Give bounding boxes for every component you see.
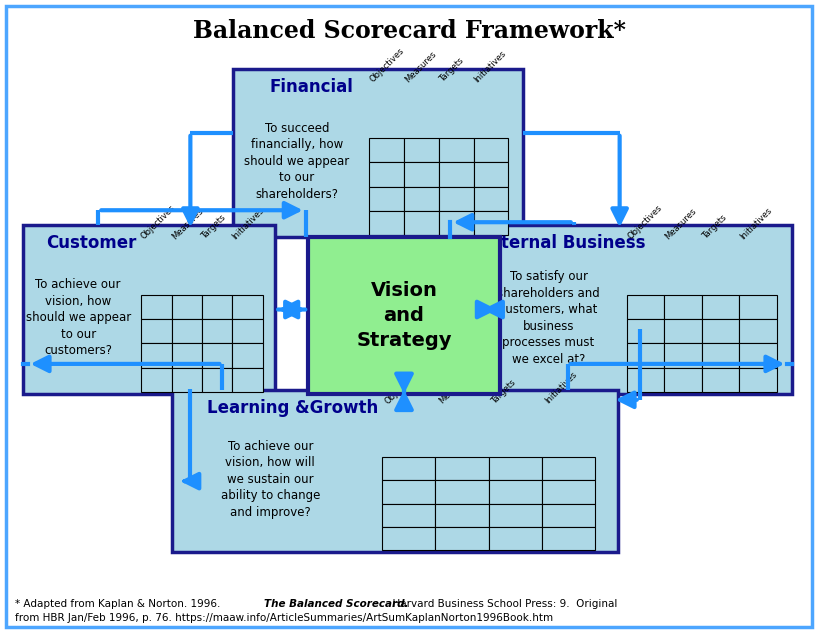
Bar <box>702 319 739 343</box>
Text: Targets: Targets <box>200 213 228 241</box>
Bar <box>474 211 508 235</box>
Text: Vision
and
Strategy: Vision and Strategy <box>357 281 452 350</box>
Bar <box>702 343 739 368</box>
Bar <box>627 295 664 319</box>
Text: Targets: Targets <box>438 56 465 84</box>
Text: Financial: Financial <box>269 77 353 96</box>
Bar <box>142 368 172 392</box>
Text: Objectives: Objectives <box>140 203 178 241</box>
Bar <box>435 457 488 480</box>
Bar <box>627 319 664 343</box>
Bar <box>474 187 508 211</box>
Bar <box>404 187 438 211</box>
Bar <box>382 457 435 480</box>
Bar <box>202 295 232 319</box>
Bar <box>370 211 404 235</box>
Text: Initiatives: Initiatives <box>544 370 579 406</box>
Bar <box>488 504 542 527</box>
Bar <box>202 319 232 343</box>
Bar <box>739 319 777 343</box>
Text: Measures: Measures <box>437 371 472 406</box>
Text: Customer: Customer <box>46 234 136 252</box>
Bar <box>488 457 542 480</box>
Bar <box>627 343 664 368</box>
Bar <box>702 295 739 319</box>
Bar <box>739 368 777 392</box>
Text: Measures: Measures <box>403 49 438 84</box>
Bar <box>172 295 202 319</box>
Bar <box>480 225 793 394</box>
Bar <box>739 343 777 368</box>
Bar <box>488 527 542 551</box>
Bar <box>308 237 500 394</box>
Text: To satisfy our
shareholders and
customers, what
business
processes must
we excel: To satisfy our shareholders and customer… <box>497 270 600 366</box>
Bar <box>382 504 435 527</box>
Bar <box>435 504 488 527</box>
Bar <box>370 187 404 211</box>
Bar <box>404 211 438 235</box>
Bar <box>627 368 664 392</box>
Bar <box>142 343 172 368</box>
Bar <box>404 162 438 187</box>
Bar <box>474 138 508 162</box>
Bar <box>474 162 508 187</box>
Bar <box>232 343 263 368</box>
Bar <box>172 319 202 343</box>
Bar <box>542 504 596 527</box>
Text: Harvard Business School Press: 9.  Original: Harvard Business School Press: 9. Origin… <box>386 599 618 610</box>
Text: Initiatives: Initiatives <box>231 206 266 241</box>
Bar <box>202 368 232 392</box>
Text: Balanced Scorecard Framework*: Balanced Scorecard Framework* <box>192 18 626 42</box>
Bar <box>382 527 435 551</box>
Text: Learning &Growth: Learning &Growth <box>207 399 378 417</box>
Bar <box>370 162 404 187</box>
Bar <box>173 390 618 553</box>
Text: To succeed
financially, how
should we appear
to our
shareholders?: To succeed financially, how should we ap… <box>245 122 349 201</box>
Text: Measures: Measures <box>663 206 699 241</box>
Text: To achieve our
vision, how will
we sustain our
ability to change
and improve?: To achieve our vision, how will we susta… <box>221 440 320 519</box>
Bar <box>435 527 488 551</box>
Bar <box>488 480 542 504</box>
Bar <box>142 319 172 343</box>
Bar <box>664 319 702 343</box>
Bar <box>542 457 596 480</box>
Bar <box>404 138 438 162</box>
Text: Initiatives: Initiatives <box>739 206 774 241</box>
Bar <box>172 343 202 368</box>
Text: To achieve our
vision, how
should we appear
to our
customers?: To achieve our vision, how should we app… <box>25 279 131 358</box>
Bar <box>542 527 596 551</box>
Bar <box>172 368 202 392</box>
Bar <box>739 295 777 319</box>
Bar <box>438 162 474 187</box>
Text: Objectives: Objectives <box>626 203 664 241</box>
Bar <box>232 368 263 392</box>
Bar <box>435 480 488 504</box>
Text: Internal Business: Internal Business <box>483 234 645 252</box>
Bar <box>202 343 232 368</box>
Bar <box>382 480 435 504</box>
Bar <box>664 295 702 319</box>
Text: The Balanced Scorecard.: The Balanced Scorecard. <box>264 599 409 610</box>
Text: Initiatives: Initiatives <box>473 49 508 84</box>
Text: Objectives: Objectives <box>384 368 421 406</box>
Bar <box>664 368 702 392</box>
Text: Targets: Targets <box>701 213 729 241</box>
Bar <box>702 368 739 392</box>
Bar <box>142 295 172 319</box>
Bar <box>438 211 474 235</box>
Bar <box>438 138 474 162</box>
Bar <box>232 319 263 343</box>
Bar <box>542 480 596 504</box>
Bar <box>233 68 523 237</box>
Text: from HBR Jan/Feb 1996, p. 76. https://maaw.info/ArticleSummaries/ArtSumKaplanNor: from HBR Jan/Feb 1996, p. 76. https://ma… <box>15 613 553 624</box>
Bar <box>664 343 702 368</box>
Bar <box>23 225 275 394</box>
Text: Targets: Targets <box>490 378 518 406</box>
Bar <box>232 295 263 319</box>
Bar <box>438 187 474 211</box>
Bar <box>370 138 404 162</box>
Text: * Adapted from Kaplan & Norton. 1996.: * Adapted from Kaplan & Norton. 1996. <box>15 599 227 610</box>
Text: Measures: Measures <box>170 206 204 241</box>
Text: Objectives: Objectives <box>368 47 406 84</box>
